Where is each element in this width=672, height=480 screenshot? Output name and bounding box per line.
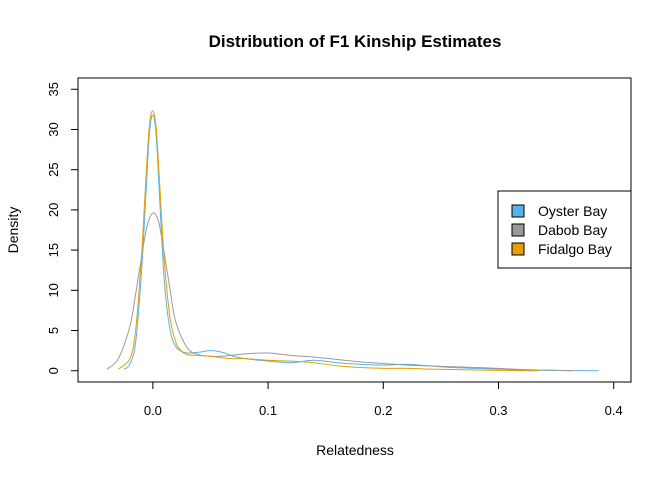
x-tick-label: 0.4 (605, 403, 623, 418)
x-axis: 0.0 0.1 0.2 0.3 0.4 (144, 381, 623, 418)
legend-label: Dabob Bay (538, 222, 607, 238)
legend-swatch (511, 223, 525, 237)
x-tick-label: 0.1 (259, 403, 277, 418)
y-axis-label: Density (5, 207, 21, 254)
y-tick-label: 5 (46, 327, 61, 334)
legend: Oyster Bay Dabob Bay Fidalgo Bay (497, 190, 632, 269)
legend-swatch (511, 204, 525, 218)
y-tick-label: 20 (46, 203, 61, 217)
y-axis: 0 5 10 15 20 25 30 35 (46, 82, 79, 374)
x-tick-label: 0.2 (374, 403, 392, 418)
y-tick-label: 35 (46, 82, 61, 96)
series-layer (106, 110, 599, 372)
x-axis-label: Relatedness (316, 442, 394, 458)
series-line-dabob-bay (106, 212, 574, 372)
y-tick-label: 15 (46, 243, 61, 257)
legend-label: Fidalgo Bay (538, 241, 612, 257)
x-tick-label: 0.0 (144, 403, 162, 418)
chart-title: Distribution of F1 Kinship Estimates (209, 32, 502, 51)
series-line-fidalgo-bay (117, 110, 539, 372)
y-tick-label: 0 (46, 367, 61, 374)
legend-label: Oyster Bay (538, 203, 607, 219)
series-line-oyster-bay (123, 114, 599, 372)
legend-swatch (511, 242, 525, 256)
y-tick-label: 10 (46, 283, 61, 297)
y-tick-label: 30 (46, 122, 61, 136)
y-tick-label: 25 (46, 162, 61, 176)
x-tick-label: 0.3 (489, 403, 507, 418)
